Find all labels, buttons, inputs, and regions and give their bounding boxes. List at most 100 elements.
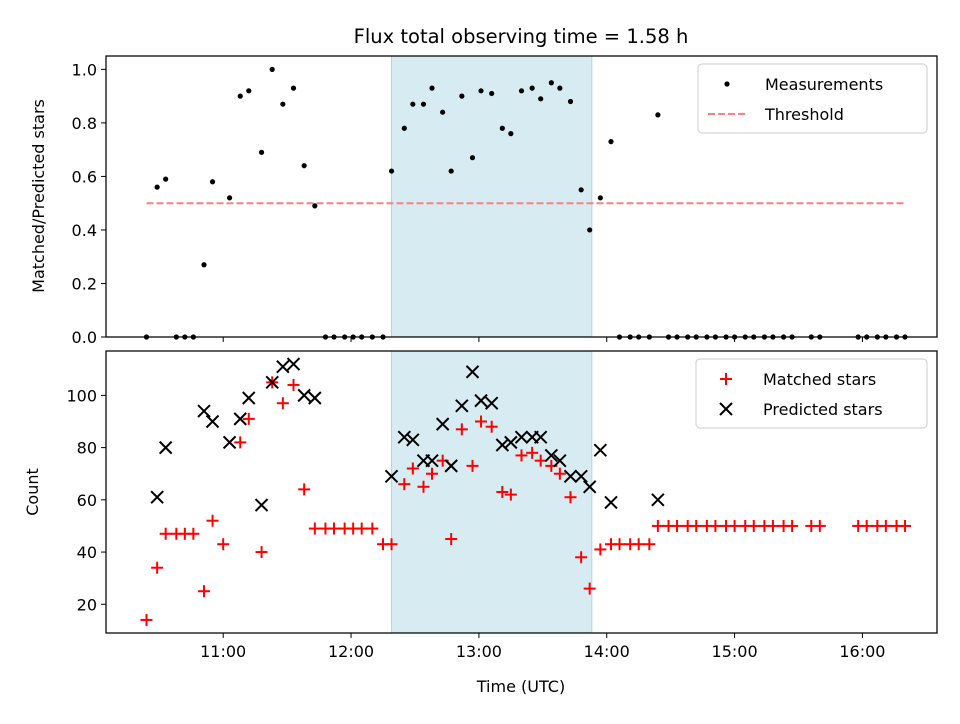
predicted-star-point — [276, 359, 290, 374]
measurement-point — [538, 96, 544, 102]
predicted-star-point — [553, 453, 567, 468]
bottom-y-axis-ticks: 20 40 60 80 100 — [66, 386, 106, 614]
matched-star-point — [526, 446, 539, 459]
measurement-point — [429, 85, 435, 91]
matched-star-point — [187, 527, 200, 540]
matched-star-point — [242, 412, 255, 425]
measurement-point — [209, 179, 216, 185]
bottom-y-axis-label: Count — [23, 468, 42, 516]
measurement-point — [269, 66, 275, 72]
measurement-point — [548, 80, 554, 86]
matched-star-point — [255, 546, 268, 559]
top-y-axis-ticks: 0.0 0.2 0.4 0.6 0.8 1.0 — [72, 60, 106, 347]
measurement-point — [154, 184, 160, 190]
top-shade-rect — [391, 55, 593, 338]
predicted-star-point — [651, 493, 665, 507]
bottom-y-tick-label: 20 — [77, 595, 97, 614]
measurement-point — [587, 227, 593, 233]
matched-star-point — [151, 561, 164, 574]
bottom-x-tick-label: 16:00 — [839, 642, 885, 661]
bottom-x-axis-ticks: 11:00 12:00 13:00 14:00 15:00 16:00 — [200, 633, 885, 661]
matched-star-point — [445, 533, 458, 545]
bottom-shade-rect — [391, 350, 593, 634]
predicted-star-point — [297, 388, 311, 403]
bottom-x-tick-label: 14:00 — [584, 642, 630, 661]
bottom-y-tick-label: 60 — [77, 491, 97, 510]
measurement-point — [508, 131, 514, 137]
top-y-tick-label: 1.0 — [72, 60, 97, 79]
bottom-y-tick-label: 80 — [77, 439, 97, 458]
matched-star-point — [613, 538, 626, 551]
predicted-star-point — [504, 435, 518, 450]
predicted-star-point — [158, 440, 173, 455]
predicted-star-point — [384, 469, 399, 484]
bottom-panel: 20 40 60 80 100 11:00 12:00 13:00 14:00 15:00 16:… — [23, 350, 938, 696]
matched-star-point — [426, 467, 439, 480]
measurement-point — [312, 203, 318, 209]
top-y-tick-label: 0.2 — [72, 274, 97, 293]
matched-star-point — [651, 519, 664, 532]
matched-star-point — [515, 449, 528, 462]
matched-star-point — [366, 522, 379, 535]
bottom-x-tick-label: 13:00 — [456, 642, 502, 661]
predicted-star-point — [242, 391, 256, 405]
matched-star-point — [575, 551, 588, 564]
measurement-point — [237, 93, 243, 99]
matched-star-point — [690, 519, 703, 532]
matched-star-point — [455, 423, 468, 436]
legend-measurements-label: Measurements — [765, 75, 883, 94]
matched-star-point — [632, 538, 645, 551]
top-y-tick-label: 0.4 — [72, 221, 97, 240]
legend-matched-label: Matched stars — [763, 370, 876, 389]
matched-star-point — [475, 415, 488, 428]
predicted-star-point — [455, 399, 469, 413]
predicted-star-point — [425, 453, 439, 468]
matched-star-point — [298, 483, 311, 496]
top-plot-frame — [105, 55, 938, 338]
predicted-star-point — [205, 414, 220, 429]
predicted-stars-points — [150, 357, 665, 512]
matched-star-point — [206, 514, 219, 527]
matched-star-point — [671, 519, 684, 532]
legend-threshold-label: Threshold — [764, 105, 844, 124]
bottom-plot-frame — [105, 350, 938, 634]
measurement-point — [440, 109, 446, 115]
matched-star-point — [564, 491, 577, 504]
measurement-point — [258, 149, 265, 155]
matched-star-point — [485, 420, 498, 433]
matched-star-point — [594, 543, 607, 556]
matched-star-point — [496, 486, 509, 498]
measurement-point — [567, 98, 574, 105]
matched-star-point — [879, 519, 892, 532]
matched-star-point — [385, 538, 398, 551]
matched-star-point — [466, 459, 479, 472]
measurement-point — [388, 168, 395, 174]
bottom-legend-box — [695, 358, 928, 429]
matched-star-point — [308, 522, 321, 535]
measurement-point — [557, 85, 563, 91]
bottom-observing-window-shade — [391, 350, 593, 634]
matched-star-point — [786, 519, 799, 532]
matched-star-point — [327, 522, 340, 535]
measurement-point — [226, 195, 233, 201]
top-y-tick-label: 0.8 — [72, 114, 97, 133]
measurement-point — [578, 187, 584, 193]
bottom-x-axis-label: Time (UTC) — [476, 677, 565, 696]
matched-star-point — [813, 519, 826, 532]
measurement-point — [529, 85, 535, 91]
predicted-star-point — [197, 404, 211, 418]
top-panel: 0.0 0.2 0.4 0.6 0.8 1.0 Matched/Predicted sta… — [29, 55, 938, 347]
top-chart-title: Flux total observing time = 1.58 h — [354, 25, 689, 48]
predicted-star-point — [150, 490, 164, 504]
predicted-star-point — [582, 480, 597, 494]
top-observing-window-shade — [391, 55, 593, 338]
matched-stars-points — [140, 376, 912, 626]
bottom-x-tick-label: 11:00 — [200, 642, 246, 661]
measurement-point — [420, 101, 427, 107]
matched-star-point — [234, 436, 247, 449]
predicted-star-point — [484, 396, 499, 410]
measurement-point — [608, 139, 614, 145]
measurement-point — [469, 155, 476, 161]
measurement-point — [201, 262, 207, 268]
matched-star-point — [417, 480, 430, 493]
